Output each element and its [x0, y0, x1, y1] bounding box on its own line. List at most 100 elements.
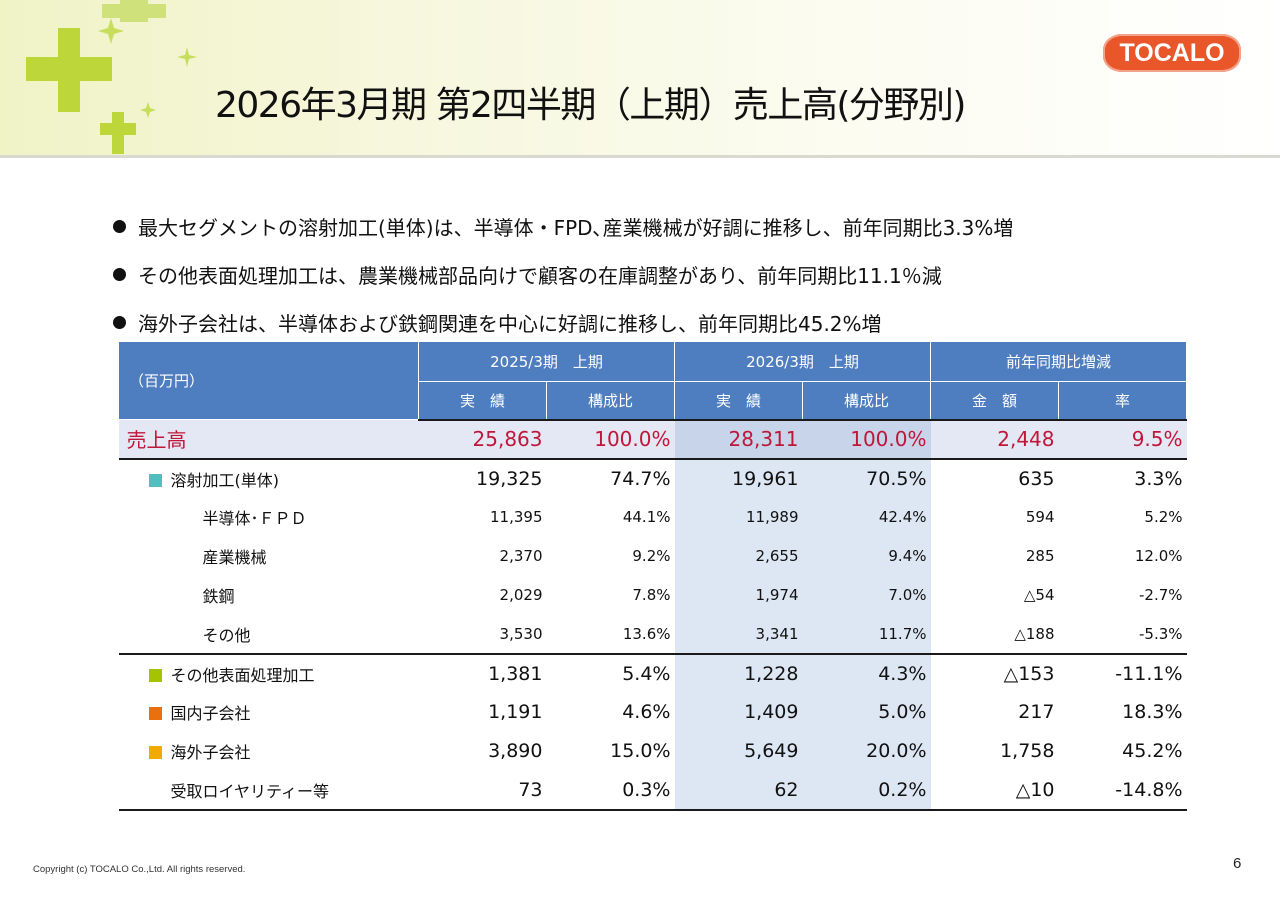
- cell: 73: [418, 770, 547, 811]
- subheader-actual: 実 績: [674, 381, 803, 421]
- sales-by-segment-table: （百万円） 2025/3期 上期 2026/3期 上期 前年同期比増減 実 績 …: [118, 341, 1188, 811]
- group-header-fy2026: 2026/3期 上期: [674, 341, 931, 382]
- cell: 45.2%: [1122, 740, 1183, 762]
- row-label: その他: [202, 625, 251, 645]
- row-label-text: 国内子会社: [170, 704, 251, 723]
- cell: 100.0%: [802, 419, 931, 460]
- cell: 9.2%: [632, 547, 671, 565]
- cell: 18.3%: [1122, 701, 1183, 723]
- yellow-square-icon: [148, 746, 162, 759]
- decorative-plus-icon: [26, 0, 197, 154]
- row-label: 産業機械: [202, 548, 267, 567]
- cell: 100.0%: [546, 419, 675, 460]
- slide-header: 2026年3月期 第2四半期（上期）売上高(分野別) TOCALO: [0, 0, 1280, 158]
- tocalo-logo: TOCALO: [1103, 34, 1241, 72]
- cell: 285: [1025, 547, 1055, 565]
- cell: -5.3%: [1138, 624, 1183, 643]
- cell: 70.5%: [802, 458, 931, 498]
- table-row: その他表面処理加工 1,381 5.4% 1,228 4.3% △153 -11…: [118, 652, 1187, 693]
- table-row: その他 3,530 13.6% 3,341 11.7% △188 -5.3%: [119, 614, 1187, 654]
- cell: 1,758: [1000, 740, 1055, 762]
- page-title: 2026年3月期 第2四半期（上期）売上高(分野別): [215, 85, 966, 126]
- cell: 74.7%: [610, 467, 671, 490]
- bullet-dot-icon: [113, 219, 126, 233]
- cell: 3,530: [499, 624, 543, 643]
- cell: 3,341: [674, 614, 803, 654]
- cell: 5,649: [674, 731, 803, 771]
- cell: 2,370: [499, 547, 543, 565]
- cell: 9.4%: [802, 536, 931, 576]
- cell: 4.6%: [622, 701, 671, 723]
- cell: 4.3%: [802, 652, 931, 693]
- orange-square-icon: [148, 707, 162, 720]
- cell: 217: [1018, 701, 1055, 723]
- cell: 11,395: [490, 508, 543, 526]
- logo-text: TOCALO: [1119, 38, 1225, 67]
- cell: 1,191: [488, 701, 543, 723]
- bullet-list: 最大セグメントの溶射加工(単体)は、半導体・FPD､産業機械が好調に推移し、前年…: [112, 202, 1013, 346]
- bullet-item: 最大セグメントの溶射加工(単体)は、半導体・FPD､産業機械が好調に推移し、前年…: [112, 202, 1013, 250]
- cell: 5.4%: [546, 652, 675, 693]
- cell: 635: [1018, 467, 1055, 490]
- table-row: 受取ロイヤリティー等 73 0.3% 62 0.2% △10 -14.8%: [118, 770, 1187, 811]
- table-row-total: 売上高 25,863 100.0% 28,311 100.0% 2,448 9.…: [118, 419, 1187, 460]
- row-label: 海外子会社: [119, 732, 419, 771]
- subheader-ratio: 構成比: [802, 381, 931, 421]
- cell: 7.8%: [632, 586, 671, 604]
- cell: 28,311: [674, 419, 803, 460]
- cell: 11.7%: [802, 614, 931, 654]
- cell: 15.0%: [610, 740, 671, 762]
- row-label: 半導体･ＦＰＤ: [202, 509, 307, 528]
- cell: 62: [674, 770, 803, 811]
- row-label: 国内子会社: [119, 693, 419, 732]
- row-label: 売上高: [118, 419, 419, 460]
- cell: △188: [1014, 624, 1055, 643]
- cell: 19,325: [476, 467, 543, 490]
- cell: 20.0%: [802, 731, 931, 771]
- bullet-dot-icon: [113, 267, 126, 281]
- row-label-text: その他表面処理加工: [170, 665, 315, 685]
- cell: 0.3%: [546, 770, 675, 811]
- group-header-yoy: 前年同期比増減: [929, 341, 1188, 382]
- cell: 3.3%: [1134, 467, 1183, 490]
- bullet-dot-icon: [113, 315, 126, 329]
- bullet-item: 海外子会社は、半導体および鉄鋼関連を中心に好調に推移し、前年同期比45.2%増: [112, 298, 1013, 346]
- cell: 13.6%: [622, 624, 671, 643]
- cell: 0.2%: [802, 770, 931, 811]
- page-number: 6: [1233, 855, 1242, 872]
- teal-square-icon: [148, 473, 162, 487]
- table-row: 溶射加工(単体) 19,325 74.7% 19,961 70.5% 635 3…: [119, 458, 1187, 498]
- table-row: 半導体･ＦＰＤ 11,395 44.1% 11,989 42.4% 594 5.…: [119, 497, 1187, 537]
- cell: 1,381: [418, 652, 547, 693]
- row-label: 鉄鋼: [202, 587, 235, 606]
- copyright-text: Copyright (c) TOCALO Co.,Ltd. All rights…: [33, 864, 246, 875]
- cell: -2.7%: [1138, 586, 1183, 604]
- group-header-fy2025: 2025/3期 上期: [418, 341, 675, 382]
- cell: 12.0%: [1134, 547, 1183, 565]
- subheader-rate: 率: [1057, 381, 1188, 421]
- table-row: 海外子会社 3,890 15.0% 5,649 20.0% 1,758 45.2…: [119, 731, 1187, 771]
- cell: 5.0%: [802, 692, 931, 732]
- cell: 5.2%: [1144, 508, 1183, 526]
- cell: 1,228: [674, 652, 803, 693]
- cell: 2,655: [674, 536, 803, 576]
- cell: 9.5%: [1058, 419, 1187, 460]
- cell: △153: [930, 652, 1059, 693]
- cell: 19,961: [674, 458, 803, 498]
- table-row: 国内子会社 1,191 4.6% 1,409 5.0% 217 18.3%: [119, 692, 1187, 732]
- table-row: 鉄鋼 2,029 7.8% 1,974 7.0% △54 -2.7%: [119, 575, 1187, 615]
- cell: 2,029: [499, 586, 543, 604]
- subheader-amount: 金 額: [930, 381, 1059, 421]
- cell: △10: [930, 770, 1059, 811]
- row-label-text: 海外子会社: [170, 743, 251, 762]
- table-row: 産業機械 2,370 9.2% 2,655 9.4% 285 12.0%: [119, 536, 1187, 576]
- subheader-actual: 実 績: [418, 381, 547, 421]
- row-label: 受取ロイヤリティー等: [118, 770, 419, 811]
- bullet-text: その他表面処理加工は、農業機械部品向けで顧客の在庫調整があり、前年同期比11.1…: [138, 263, 942, 288]
- bullet-item: その他表面処理加工は、農業機械部品向けで顧客の在庫調整があり、前年同期比11.1…: [112, 250, 1013, 298]
- row-label: その他表面処理加工: [118, 652, 419, 693]
- cell: 1,974: [674, 575, 803, 615]
- cell: 2,448: [930, 419, 1059, 460]
- row-label-text: 溶射加工(単体): [170, 470, 280, 490]
- cell: 44.1%: [622, 508, 671, 526]
